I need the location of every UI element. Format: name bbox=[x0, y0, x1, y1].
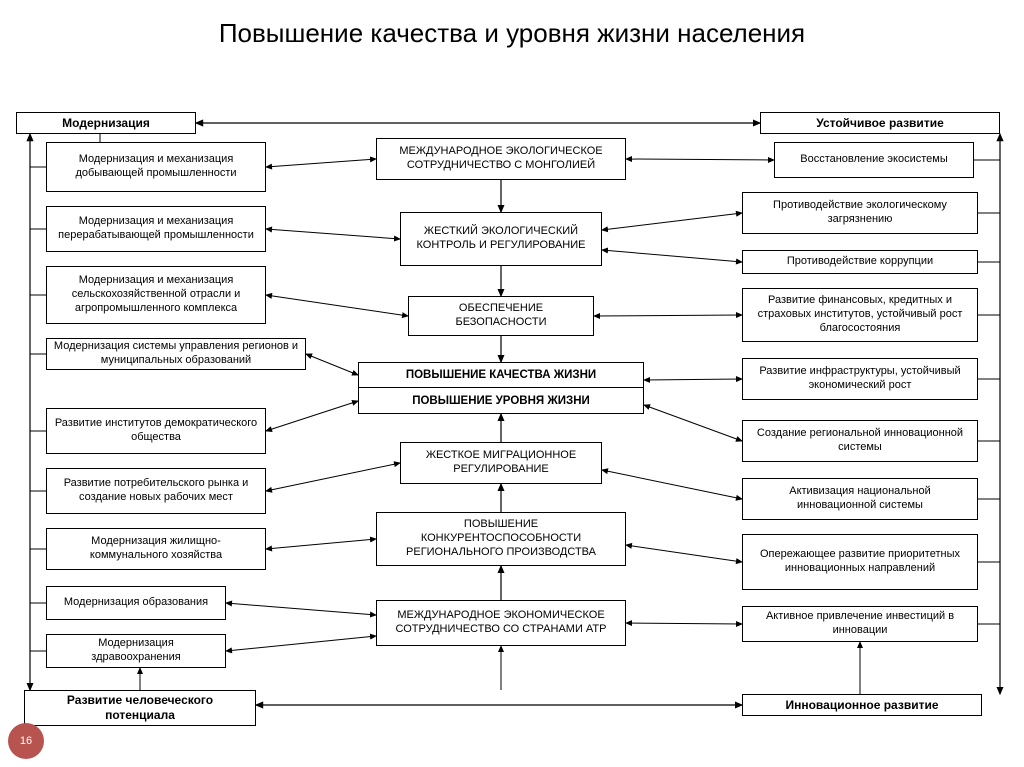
header-top-right: Устойчивое развитие bbox=[760, 112, 1000, 134]
core-top: ПОВЫШЕНИЕ КАЧЕСТВА ЖИЗНИ bbox=[359, 363, 643, 388]
right-box-4: Развитие инфраструктуры, устойчивый экон… bbox=[742, 358, 978, 400]
right-box-1: Противодействие экологическому загрязнен… bbox=[742, 192, 978, 234]
header-top-left: Модернизация bbox=[16, 112, 196, 134]
center-box-3: ЖЕСТКОЕ МИГРАЦИОННОЕ РЕГУЛИРОВАНИЕ bbox=[400, 442, 602, 484]
right-box-7: Опережающее развитие приоритетных иннова… bbox=[742, 534, 978, 590]
left-box-7: Модернизация образования bbox=[46, 586, 226, 620]
header-bottom-left: Развитие человеческого потенциала bbox=[24, 690, 256, 726]
left-box-3: Модернизация системы управления регионов… bbox=[46, 338, 306, 370]
core-box: ПОВЫШЕНИЕ КАЧЕСТВА ЖИЗНИ ПОВЫШЕНИЕ УРОВН… bbox=[358, 362, 644, 414]
right-box-2: Противодействие коррупции bbox=[742, 250, 978, 274]
page-number-badge: 16 bbox=[8, 723, 44, 759]
right-box-8: Активное привлечение инвестиций в иннова… bbox=[742, 606, 978, 642]
right-box-6: Активизация национальной инновационной с… bbox=[742, 478, 978, 520]
left-box-5: Развитие потребительского рынка и создан… bbox=[46, 468, 266, 514]
left-box-6: Модернизация жилищно-коммунального хозяй… bbox=[46, 528, 266, 570]
right-box-5: Создание региональной инновационной сист… bbox=[742, 420, 978, 462]
center-box-1: ЖЕСТКИЙ ЭКОЛОГИЧЕСКИЙ КОНТРОЛЬ И РЕГУЛИР… bbox=[400, 212, 602, 266]
center-box-0: МЕЖДУНАРОДНОЕ ЭКОЛОГИЧЕСКОЕ СОТРУДНИЧЕСТ… bbox=[376, 138, 626, 180]
center-box-5: МЕЖДУНАРОДНОЕ ЭКОНОМИЧЕСКОЕ СОТРУДНИЧЕСТ… bbox=[376, 600, 626, 646]
header-bottom-right: Инновационное развитие bbox=[742, 694, 982, 716]
center-box-2: ОБЕСПЕЧЕНИЕ БЕЗОПАСНОСТИ bbox=[408, 296, 594, 336]
center-box-4: ПОВЫШЕНИЕ КОНКУРЕНТОСПОСОБНОСТИ РЕГИОНАЛ… bbox=[376, 512, 626, 566]
left-box-8: Модернизация здравоохранения bbox=[46, 634, 226, 668]
right-box-0: Восстановление экосистемы bbox=[774, 142, 974, 178]
left-box-1: Модернизация и механизация перерабатываю… bbox=[46, 206, 266, 252]
left-box-2: Модернизация и механизация сельскохозяйс… bbox=[46, 266, 266, 324]
page-title: Повышение качества и уровня жизни населе… bbox=[0, 18, 1024, 49]
left-box-4: Развитие институтов демократического общ… bbox=[46, 408, 266, 454]
left-box-0: Модернизация и механизация добывающей пр… bbox=[46, 142, 266, 192]
right-box-3: Развитие финансовых, кредитных и страхов… bbox=[742, 288, 978, 342]
core-bottom: ПОВЫШЕНИЕ УРОВНЯ ЖИЗНИ bbox=[359, 388, 643, 413]
